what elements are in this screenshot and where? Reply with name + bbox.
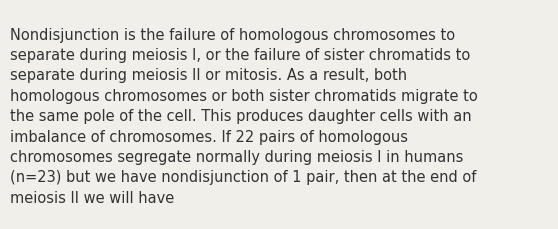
Text: Nondisjunction is the failure of homologous chromosomes to
separate during meios: Nondisjunction is the failure of homolog… xyxy=(10,27,478,205)
